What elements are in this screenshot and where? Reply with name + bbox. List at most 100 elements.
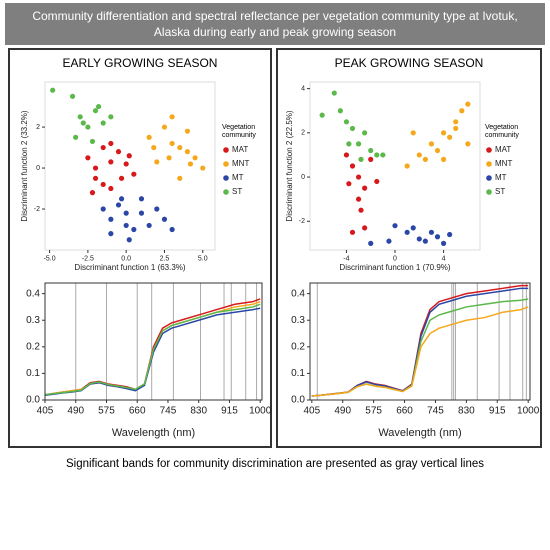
legend-swatch (223, 189, 229, 195)
legend-swatch (486, 175, 492, 181)
y-axis-label: Discriminant function 2 (22.5%) (285, 110, 294, 221)
point (108, 159, 114, 165)
caption: Significant bands for community discrimi… (65, 458, 485, 470)
point (169, 140, 175, 147)
y-tick-label: 0.0 (26, 395, 40, 406)
point (368, 156, 374, 162)
point (85, 124, 91, 130)
point (465, 101, 471, 107)
x-tick-label: 745 (427, 406, 444, 417)
point (368, 147, 374, 154)
point (346, 141, 352, 147)
point (319, 112, 325, 118)
legend-swatch (223, 175, 229, 181)
spectrum-line (311, 306, 529, 397)
point (447, 231, 453, 238)
point (453, 119, 459, 125)
y-tick-label: 2 (301, 130, 305, 137)
point (96, 103, 102, 110)
legend-swatch (486, 189, 492, 195)
point (331, 90, 337, 96)
point (92, 108, 99, 114)
point (161, 124, 168, 130)
point (100, 206, 106, 212)
point (166, 155, 172, 161)
point (355, 141, 362, 147)
point (422, 156, 428, 162)
legend-label: MNT (495, 159, 512, 168)
point (154, 159, 160, 165)
point (416, 152, 422, 158)
point (349, 163, 356, 169)
point (343, 152, 350, 158)
x-tick-label: 490 (67, 406, 84, 417)
point (169, 114, 175, 120)
point (422, 238, 428, 244)
point (100, 120, 106, 126)
point (154, 206, 160, 212)
panel-title: PEAK GROWING SEASON (334, 56, 484, 70)
legend-label: MT (232, 173, 244, 182)
point (89, 138, 96, 145)
point (118, 196, 125, 202)
x-tick-label: 1000 (249, 406, 272, 417)
point (187, 161, 194, 167)
legend-swatch (486, 147, 492, 153)
point (404, 163, 410, 169)
point (410, 130, 416, 136)
panel: EARLY GROWING SEASON (8, 48, 272, 448)
point (151, 144, 157, 151)
point (362, 225, 368, 231)
plot-frame (44, 81, 216, 251)
point (362, 185, 368, 191)
spectrum-line (44, 303, 261, 396)
x-tick-label: 915 (489, 406, 506, 417)
point (118, 175, 125, 181)
x-tick-label: 2.5 (160, 256, 170, 263)
point (123, 210, 129, 216)
legend-label: ST (495, 187, 505, 196)
point (100, 181, 106, 188)
y-tick-label: 0.2 (291, 341, 305, 352)
x-tick-label: 405 (303, 406, 320, 417)
point (440, 156, 447, 162)
point (69, 93, 76, 99)
point (108, 216, 114, 222)
point (161, 216, 168, 222)
point (115, 202, 122, 208)
point (368, 240, 374, 246)
point (465, 141, 471, 147)
y-tick-label: 0.1 (291, 368, 305, 379)
point (349, 125, 356, 132)
legend-swatch (486, 161, 492, 167)
point (355, 196, 362, 202)
y-tick-label: 4 (301, 85, 305, 92)
point (92, 175, 99, 181)
point (85, 155, 91, 161)
legend-label: MT (495, 173, 507, 182)
point (337, 108, 343, 114)
point (416, 236, 422, 242)
y-tick-label: -2 (299, 218, 305, 225)
point (374, 152, 380, 158)
legend-label: MNT (232, 159, 249, 168)
x-tick-label: 490 (334, 406, 351, 417)
x-tick-label: 1000 (517, 406, 540, 417)
point (346, 181, 352, 187)
point (434, 147, 441, 154)
y-tick-label: 0.3 (26, 315, 40, 326)
x-axis-label: Discriminant function 1 (70.9%) (339, 263, 450, 272)
point (184, 128, 191, 134)
point (355, 174, 362, 180)
x-tick-label: 915 (221, 406, 238, 417)
point (362, 130, 368, 136)
x-tick-label: -2.5 (82, 256, 94, 263)
point (169, 226, 175, 233)
x-tick-label: 0.0 (121, 256, 131, 263)
y-tick-label: 0.2 (26, 341, 40, 352)
point (123, 222, 129, 229)
panel-title: EARLY GROWING SEASON (62, 56, 218, 70)
point (349, 229, 356, 235)
y-tick-label: 0.3 (291, 315, 305, 326)
